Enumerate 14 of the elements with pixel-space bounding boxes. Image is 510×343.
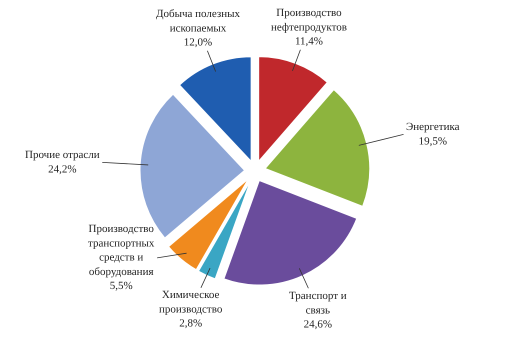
slice-label: Транспорт и связь	[289, 290, 347, 316]
slice-label: Прочие отрасли	[25, 149, 100, 161]
data-label: 5,5%	[110, 280, 133, 292]
slice-label: Химическое производство	[159, 289, 223, 316]
slice-label: Добыча полезных ископаемых	[156, 8, 241, 34]
slice-label: Производство нефтепродуктов	[271, 7, 347, 34]
data-label: 24,2%	[48, 163, 77, 176]
data-label: 11,4%	[294, 36, 323, 48]
data-label: 24,6%	[304, 318, 332, 331]
data-label: 2,8%	[179, 318, 202, 330]
data-label: 12,0%	[184, 36, 212, 49]
slice-label: Энергетика	[406, 121, 460, 133]
slice-label: Производство транспортных средств и оборудования	[88, 223, 155, 278]
data-label: 19,5%	[418, 135, 447, 148]
